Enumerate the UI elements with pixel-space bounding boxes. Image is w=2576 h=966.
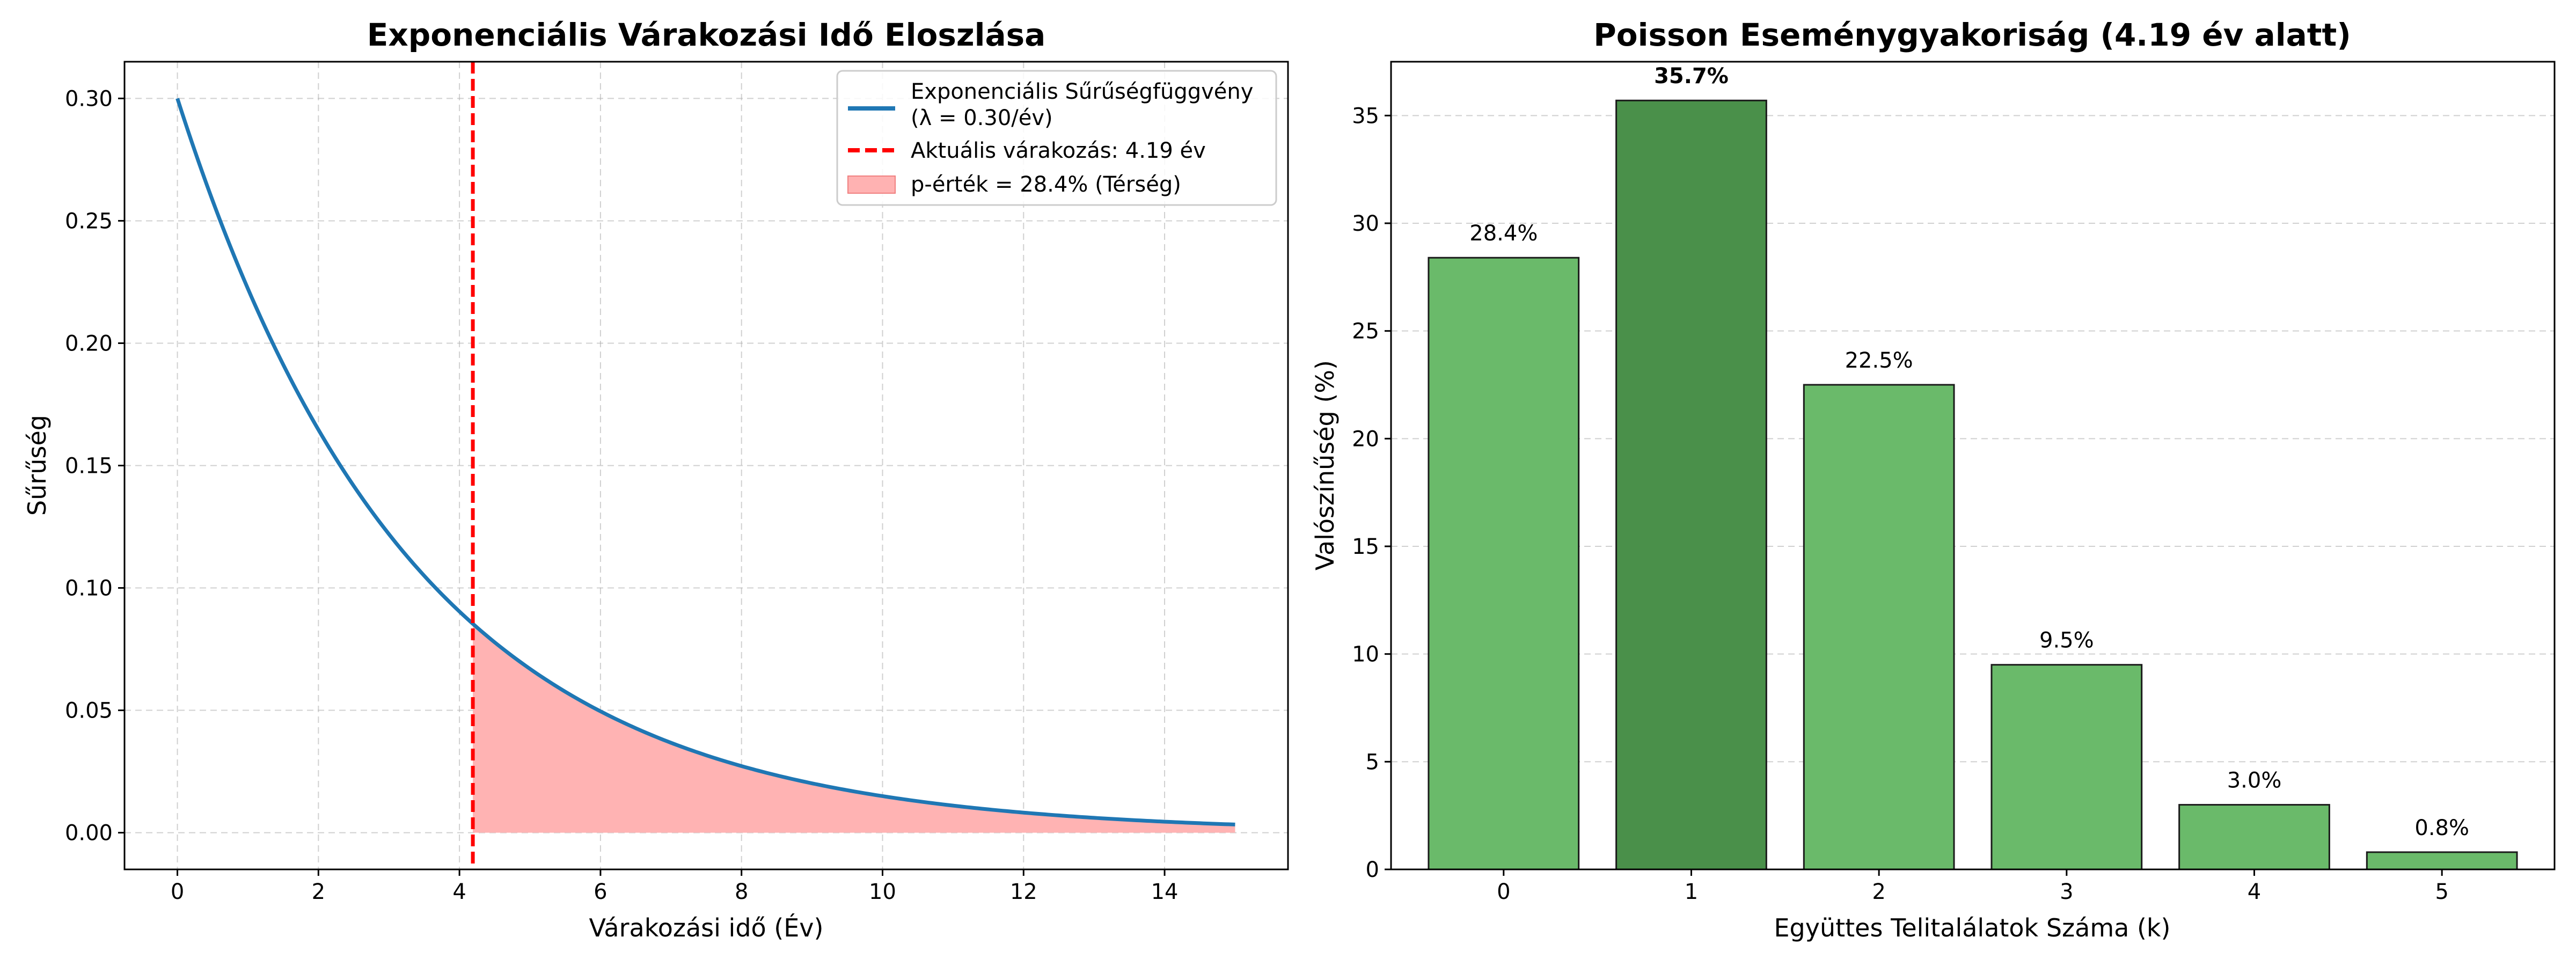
bar-value-label: 3.0% [2227,769,2282,793]
left-chart-title: Exponenciális Várakozási Idő Eloszlása [367,17,1046,53]
right-y-tick-label: 30 [1352,211,1379,236]
bar-value-label: 9.5% [2039,628,2094,653]
poisson-chart: Poisson Eseménygyakoriság (4.19 év alatt… [1311,17,2556,942]
left-y-axis-label: Sűrűség [23,415,52,516]
legend-label-pvalue: p-érték = 28.4% (Térség) [911,172,1181,197]
left-x-tick-label: 6 [594,880,607,904]
right-x-tick-label: 2 [1872,880,1885,904]
right-x-axis-label: Együttes Telitalálatok Száma (k) [1774,913,2170,942]
right-x-tick-label: 1 [1685,880,1698,904]
exponential-pdf-line [175,98,1235,826]
bar-k-1 [1615,99,1767,870]
right-x-tick-label: 3 [2060,880,2073,904]
right-y-tick-label: 10 [1352,642,1379,667]
bar-value-label: 22.5% [1845,348,1913,373]
left-y-tick-label: 0.10 [65,576,113,601]
bar-k-0 [1428,257,1580,870]
left-legend: Exponenciális Sűrűségfüggvény (λ = 0.30/… [836,70,1277,206]
left-y-tick-label: 0.15 [65,454,113,479]
right-y-tick-label: 35 [1352,104,1379,128]
right-y-tick-label: 25 [1352,319,1379,344]
left-x-tick-label: 0 [171,880,184,904]
legend-box [836,70,1277,206]
bar-k-5 [2366,851,2518,870]
right-y-tick-label: 20 [1352,427,1379,451]
right-plot-frame [1390,61,2556,870]
left-x-tick-label: 4 [452,880,466,904]
left-x-tick-label: 10 [869,880,896,904]
bar-k-2 [1803,384,1955,870]
legend-label-pdf-lambda: (λ = 0.30/év) [911,106,1053,130]
left-y-tick-label: 0.20 [65,331,113,356]
legend-label-pdf: Exponenciális Sűrűségfüggvény [911,79,1253,104]
left-x-tick-label: 14 [1151,880,1179,904]
bar-k-3 [1990,664,2143,870]
right-y-tick-label: 0 [1366,858,1379,882]
left-y-tick-label: 0.30 [65,86,113,111]
bar-k-4 [2178,804,2330,870]
right-y-tick-label: 5 [1366,750,1379,774]
bar-value-label: 28.4% [1469,221,1538,246]
left-x-tick-label: 2 [312,880,325,904]
left-y-tick-label: 0.25 [65,209,113,233]
p-value-area [473,624,1235,833]
right-y-axis-label: Valószínűség (%) [1311,360,1340,570]
right-chart-title: Poisson Eseménygyakoriság (4.19 év alatt… [1593,17,2351,53]
right-x-tick-label: 0 [1497,880,1510,904]
right-y-tick-label: 15 [1352,535,1379,559]
bar-value-label: 0.8% [2414,816,2469,840]
left-y-tick-label: 0.05 [65,699,113,723]
right-x-tick-label: 4 [2248,880,2261,904]
left-x-tick-label: 12 [1010,880,1037,904]
left-y-tick-label: 0.00 [65,821,113,846]
left-x-tick-label: 8 [735,880,748,904]
bar-value-label: 35.7% [1654,64,1729,89]
legend-label-wait: Aktuális várakozás: 4.19 év [911,138,1206,163]
right-x-tick-label: 5 [2435,880,2448,904]
legend-swatch-pvalue [847,175,896,194]
left-x-axis-label: Várakozási idő (Év) [589,913,824,942]
exponential-chart: Exponenciális Várakozási Idő Eloszlása 0… [23,17,1289,942]
